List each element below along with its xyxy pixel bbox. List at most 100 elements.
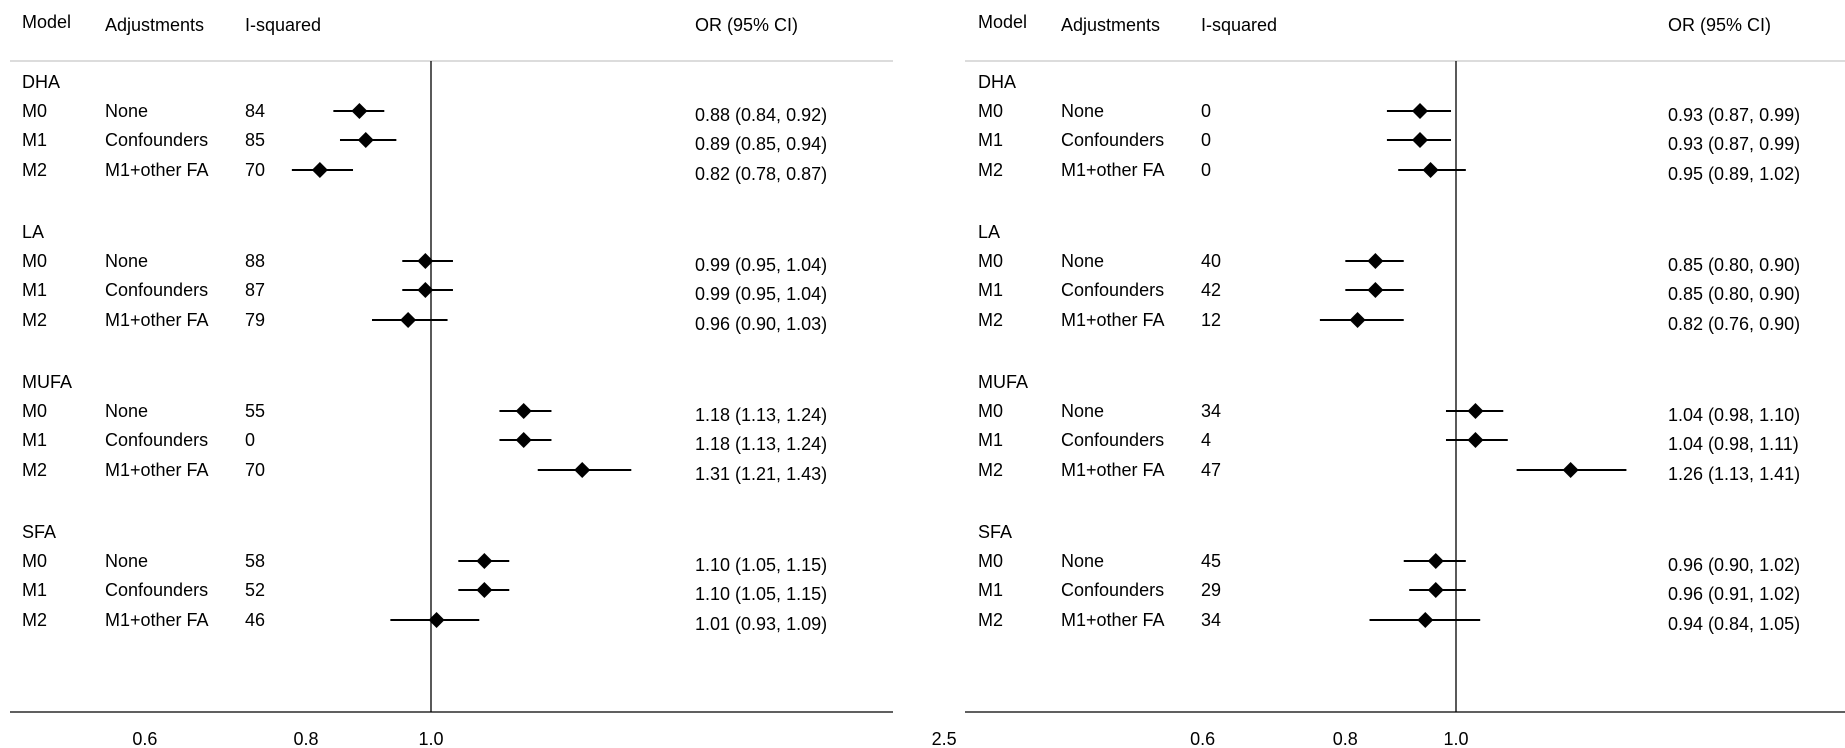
forest-row: M1 Confounders 42 0.85 (0.80, 0.90) <box>978 280 1800 304</box>
row-i-squared: 4 <box>1201 430 1211 450</box>
row-model: M1 <box>22 580 47 600</box>
point-estimate-diamond <box>1427 582 1444 598</box>
row-adjustment: None <box>105 101 148 121</box>
row-or-ci: 1.26 (1.13, 1.41) <box>1668 464 1800 484</box>
forest-row: M2 M1+other FA 46 1.01 (0.93, 1.09) <box>22 610 827 634</box>
row-model: M1 <box>978 280 1003 300</box>
row-i-squared: 12 <box>1201 310 1221 330</box>
forest-row: M0 None 55 1.18 (1.13, 1.24) <box>22 401 827 425</box>
row-adjustment: None <box>105 551 148 571</box>
row-i-squared: 0 <box>1201 130 1211 150</box>
point-estimate-diamond <box>515 403 532 419</box>
forest-row: M1 Confounders 87 0.99 (0.95, 1.04) <box>22 280 827 304</box>
header-i-squared: I-squared <box>245 15 321 35</box>
point-estimate-diamond <box>1349 312 1366 328</box>
point-estimate-diamond <box>476 553 493 569</box>
row-adjustment: Confounders <box>105 130 208 150</box>
point-estimate-diamond <box>1417 612 1434 628</box>
row-i-squared: 52 <box>245 580 265 600</box>
x-tick-label: 0.8 <box>294 729 319 748</box>
row-adjustment: M1+other FA <box>1061 160 1165 180</box>
row-model: M1 <box>978 430 1003 450</box>
row-or-ci: 0.99 (0.95, 1.04) <box>695 284 827 304</box>
row-adjustment: M1+other FA <box>105 310 209 330</box>
row-i-squared: 45 <box>1201 551 1221 571</box>
row-adjustment: M1+other FA <box>1061 310 1165 330</box>
row-model: M2 <box>22 610 47 630</box>
header-or-ci: OR (95% CI) <box>1668 15 1771 35</box>
row-adjustment: None <box>105 401 148 421</box>
forest-row: M1 Confounders 52 1.10 (1.05, 1.15) <box>22 580 827 604</box>
forest-row: M2 M1+other FA 47 1.26 (1.13, 1.41) <box>978 460 1800 484</box>
row-adjustment: None <box>1061 551 1104 571</box>
row-adjustment: Confounders <box>1061 130 1164 150</box>
row-model: M1 <box>22 430 47 450</box>
row-adjustment: M1+other FA <box>105 160 209 180</box>
group-label: DHA <box>978 72 1016 92</box>
forest-row: M0 None 0 0.93 (0.87, 0.99) <box>978 101 1800 125</box>
row-i-squared: 70 <box>245 460 265 480</box>
row-adjustment: M1+other FA <box>1061 610 1165 630</box>
row-i-squared: 70 <box>245 160 265 180</box>
point-estimate-diamond <box>1412 132 1429 148</box>
row-model: M0 <box>22 401 47 421</box>
row-adjustment: Confounders <box>105 430 208 450</box>
row-or-ci: 1.31 (1.21, 1.43) <box>695 464 827 484</box>
row-or-ci: 1.10 (1.05, 1.15) <box>695 584 827 604</box>
row-i-squared: 55 <box>245 401 265 421</box>
row-or-ci: 0.85 (0.80, 0.90) <box>1668 255 1800 275</box>
forest-panel-2: Model Adjustments I-squared OR (95% CI) 0.6 0… <box>965 12 1845 748</box>
point-estimate-diamond <box>476 582 493 598</box>
row-model: M2 <box>22 160 47 180</box>
group-label: SFA <box>22 522 56 542</box>
forest-row: M1 Confounders 85 0.89 (0.85, 0.94) <box>22 130 827 154</box>
row-i-squared: 47 <box>1201 460 1221 480</box>
row-or-ci: 0.89 (0.85, 0.94) <box>695 134 827 154</box>
x-tick-label: 0.8 <box>1333 729 1358 748</box>
forest-panel-1: Model Adjustments I-squared OR (95% CI) 0.6 0… <box>10 12 957 748</box>
point-estimate-diamond <box>1562 462 1579 478</box>
row-adjustment: Confounders <box>1061 430 1164 450</box>
point-estimate-diamond <box>1422 162 1439 178</box>
row-or-ci: 0.96 (0.91, 1.02) <box>1668 584 1800 604</box>
forest-row: M0 None 88 0.99 (0.95, 1.04) <box>22 251 827 275</box>
x-tick-label: 0.6 <box>132 729 157 748</box>
row-adjustment: None <box>1061 251 1104 271</box>
row-or-ci: 0.93 (0.87, 0.99) <box>1668 105 1800 125</box>
forest-row: M0 None 34 1.04 (0.98, 1.10) <box>978 401 1800 425</box>
point-estimate-diamond <box>428 612 445 628</box>
row-i-squared: 42 <box>1201 280 1221 300</box>
row-i-squared: 58 <box>245 551 265 571</box>
point-estimate-diamond <box>1467 403 1484 419</box>
point-estimate-diamond <box>1467 432 1484 448</box>
point-estimate-diamond <box>417 282 434 298</box>
x-tick-label: 1.0 <box>418 729 443 748</box>
row-model: M1 <box>22 280 47 300</box>
group-label: LA <box>22 222 44 242</box>
forest-row: M1 Confounders 0 1.18 (1.13, 1.24) <box>22 430 827 454</box>
row-model: M0 <box>978 101 1003 121</box>
x-tick-label: 2.5 <box>932 729 957 748</box>
header-adjustments: Adjustments <box>105 15 204 35</box>
row-i-squared: 34 <box>1201 610 1221 630</box>
row-model: M0 <box>978 401 1003 421</box>
point-estimate-diamond <box>1412 103 1429 119</box>
row-or-ci: 0.96 (0.90, 1.02) <box>1668 555 1800 575</box>
forest-row: M2 M1+other FA 70 1.31 (1.21, 1.43) <box>22 460 827 484</box>
row-or-ci: 1.04 (0.98, 1.10) <box>1668 405 1800 425</box>
row-or-ci: 0.82 (0.78, 0.87) <box>695 164 827 184</box>
row-or-ci: 1.18 (1.13, 1.24) <box>695 405 827 425</box>
group-label: SFA <box>978 522 1012 542</box>
row-or-ci: 0.95 (0.89, 1.02) <box>1668 164 1800 184</box>
forest-row: M2 M1+other FA 79 0.96 (0.90, 1.03) <box>22 310 827 334</box>
row-or-ci: 0.96 (0.90, 1.03) <box>695 314 827 334</box>
row-model: M2 <box>978 310 1003 330</box>
row-or-ci: 0.93 (0.87, 0.99) <box>1668 134 1800 154</box>
header-model: Model <box>978 12 1027 32</box>
point-estimate-diamond <box>357 132 374 148</box>
point-estimate-diamond <box>351 103 368 119</box>
header-model: Model <box>22 12 71 32</box>
forest-row: M0 None 58 1.10 (1.05, 1.15) <box>22 551 827 575</box>
row-i-squared: 34 <box>1201 401 1221 421</box>
